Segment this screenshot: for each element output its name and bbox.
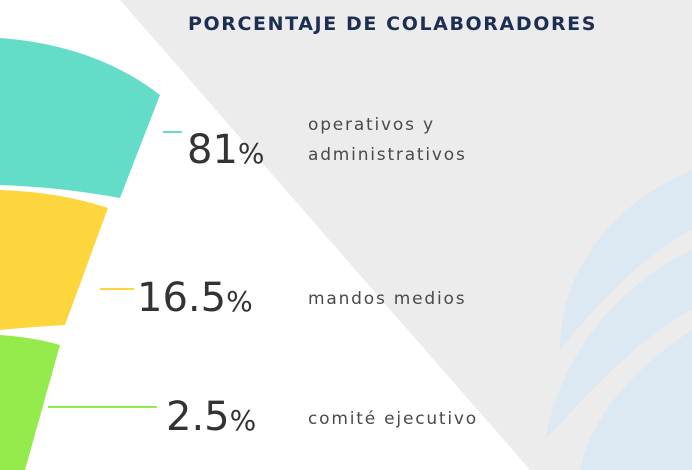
unit: %: [238, 137, 265, 170]
label: mandos medios: [308, 289, 466, 309]
value: 16.5: [137, 275, 226, 321]
label: administrativos: [308, 145, 467, 165]
label: operativos y: [308, 115, 435, 135]
value: 2.5: [166, 394, 230, 440]
title: PORCENTAJE DE COLABORADORES: [188, 13, 597, 35]
infographic: PORCENTAJE DE COLABORADORES 81% operativo…: [0, 0, 692, 470]
unit: %: [226, 285, 253, 318]
label: comité ejecutivo: [308, 409, 478, 429]
value: 81: [187, 127, 238, 173]
unit: %: [230, 404, 257, 437]
